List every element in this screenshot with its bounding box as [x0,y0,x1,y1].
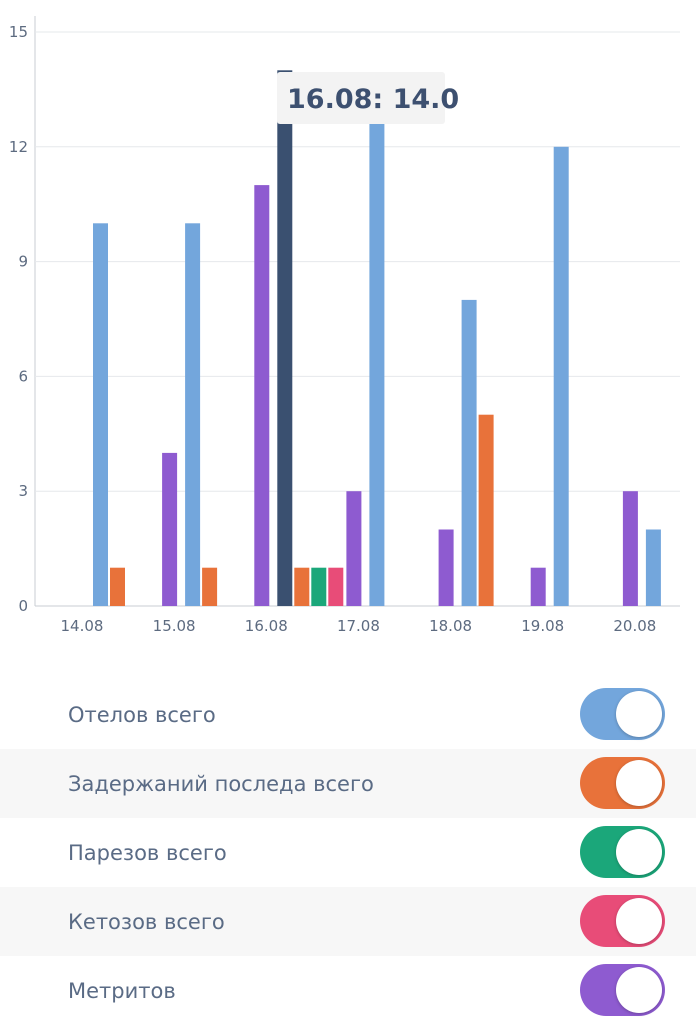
y-tick-label: 0 [18,597,28,615]
series-toggle[interactable] [580,964,665,1016]
bar[interactable] [185,223,201,607]
x-tick-label: 18.08 [429,617,472,635]
legend-label: Задержаний последа всего [68,771,374,796]
legend-label: Парезов всего [68,840,227,865]
series-toggle[interactable] [580,826,665,878]
series-toggle[interactable] [580,688,665,740]
toggle-knob [616,967,662,1013]
legend-row-zaderzhaniy[interactable]: Задержаний последа всего [0,749,696,818]
x-tick-label: 15.08 [153,617,196,635]
tooltip-text: 16.08: 14.0 [287,84,459,115]
x-axis-ticks: 14.08 15.08 16.08 17.08 18.08 19.08 20.08 [61,617,657,635]
y-tick-label: 15 [9,23,28,41]
legend-row-parezov[interactable]: Парезов всего [0,818,696,887]
toggle-knob [616,691,662,737]
bar[interactable] [553,146,569,607]
toggle-knob [616,760,662,806]
x-tick-label: 19.08 [521,617,564,635]
legend-row-ketozov[interactable]: Кетозов всего [0,887,696,956]
series-toggle[interactable] [580,895,665,947]
series-legend: Отелов всего Задержаний последа всего Па… [0,680,696,1025]
legend-label: Отелов всего [68,702,216,727]
x-tick-label: 20.08 [613,617,656,635]
bar[interactable] [328,567,344,606]
legend-label: Метритов [68,978,176,1003]
x-tick-label: 14.08 [61,617,104,635]
tooltip: 16.08: 14.0 [277,72,459,124]
y-tick-label: 3 [18,482,28,500]
bar[interactable] [202,567,218,606]
bar[interactable] [622,491,638,606]
bar[interactable] [311,567,327,606]
y-axis-ticks: 0 3 6 9 12 15 [9,23,28,615]
bar[interactable] [461,299,477,606]
legend-row-metritov[interactable]: Метритов [0,956,696,1025]
bar[interactable] [110,567,125,606]
toggle-knob [616,829,662,875]
y-tick-label: 12 [9,138,28,156]
y-tick-label: 6 [18,367,28,385]
bar[interactable] [346,491,362,606]
bar[interactable] [645,529,661,607]
bar[interactable] [478,414,494,606]
bars [93,70,661,607]
bar[interactable] [277,70,293,607]
toggle-knob [616,898,662,944]
bar[interactable] [294,567,310,606]
x-tick-label: 17.08 [337,617,380,635]
bar[interactable] [438,529,454,607]
bar[interactable] [254,185,270,606]
x-tick-label: 16.08 [245,617,288,635]
bar[interactable] [93,223,108,607]
bar-chart: 0 3 6 9 12 15 14.08 15.08 16.08 17.08 18.08 19.08 2… [9,16,680,635]
bar[interactable] [530,567,546,606]
y-tick-label: 9 [18,253,28,271]
tooltip-box [277,72,445,124]
bar[interactable] [369,108,385,607]
legend-label: Кетозов всего [68,909,225,934]
legend-row-otelov[interactable]: Отелов всего [0,680,696,749]
bar[interactable] [162,452,178,606]
series-toggle[interactable] [580,757,665,809]
